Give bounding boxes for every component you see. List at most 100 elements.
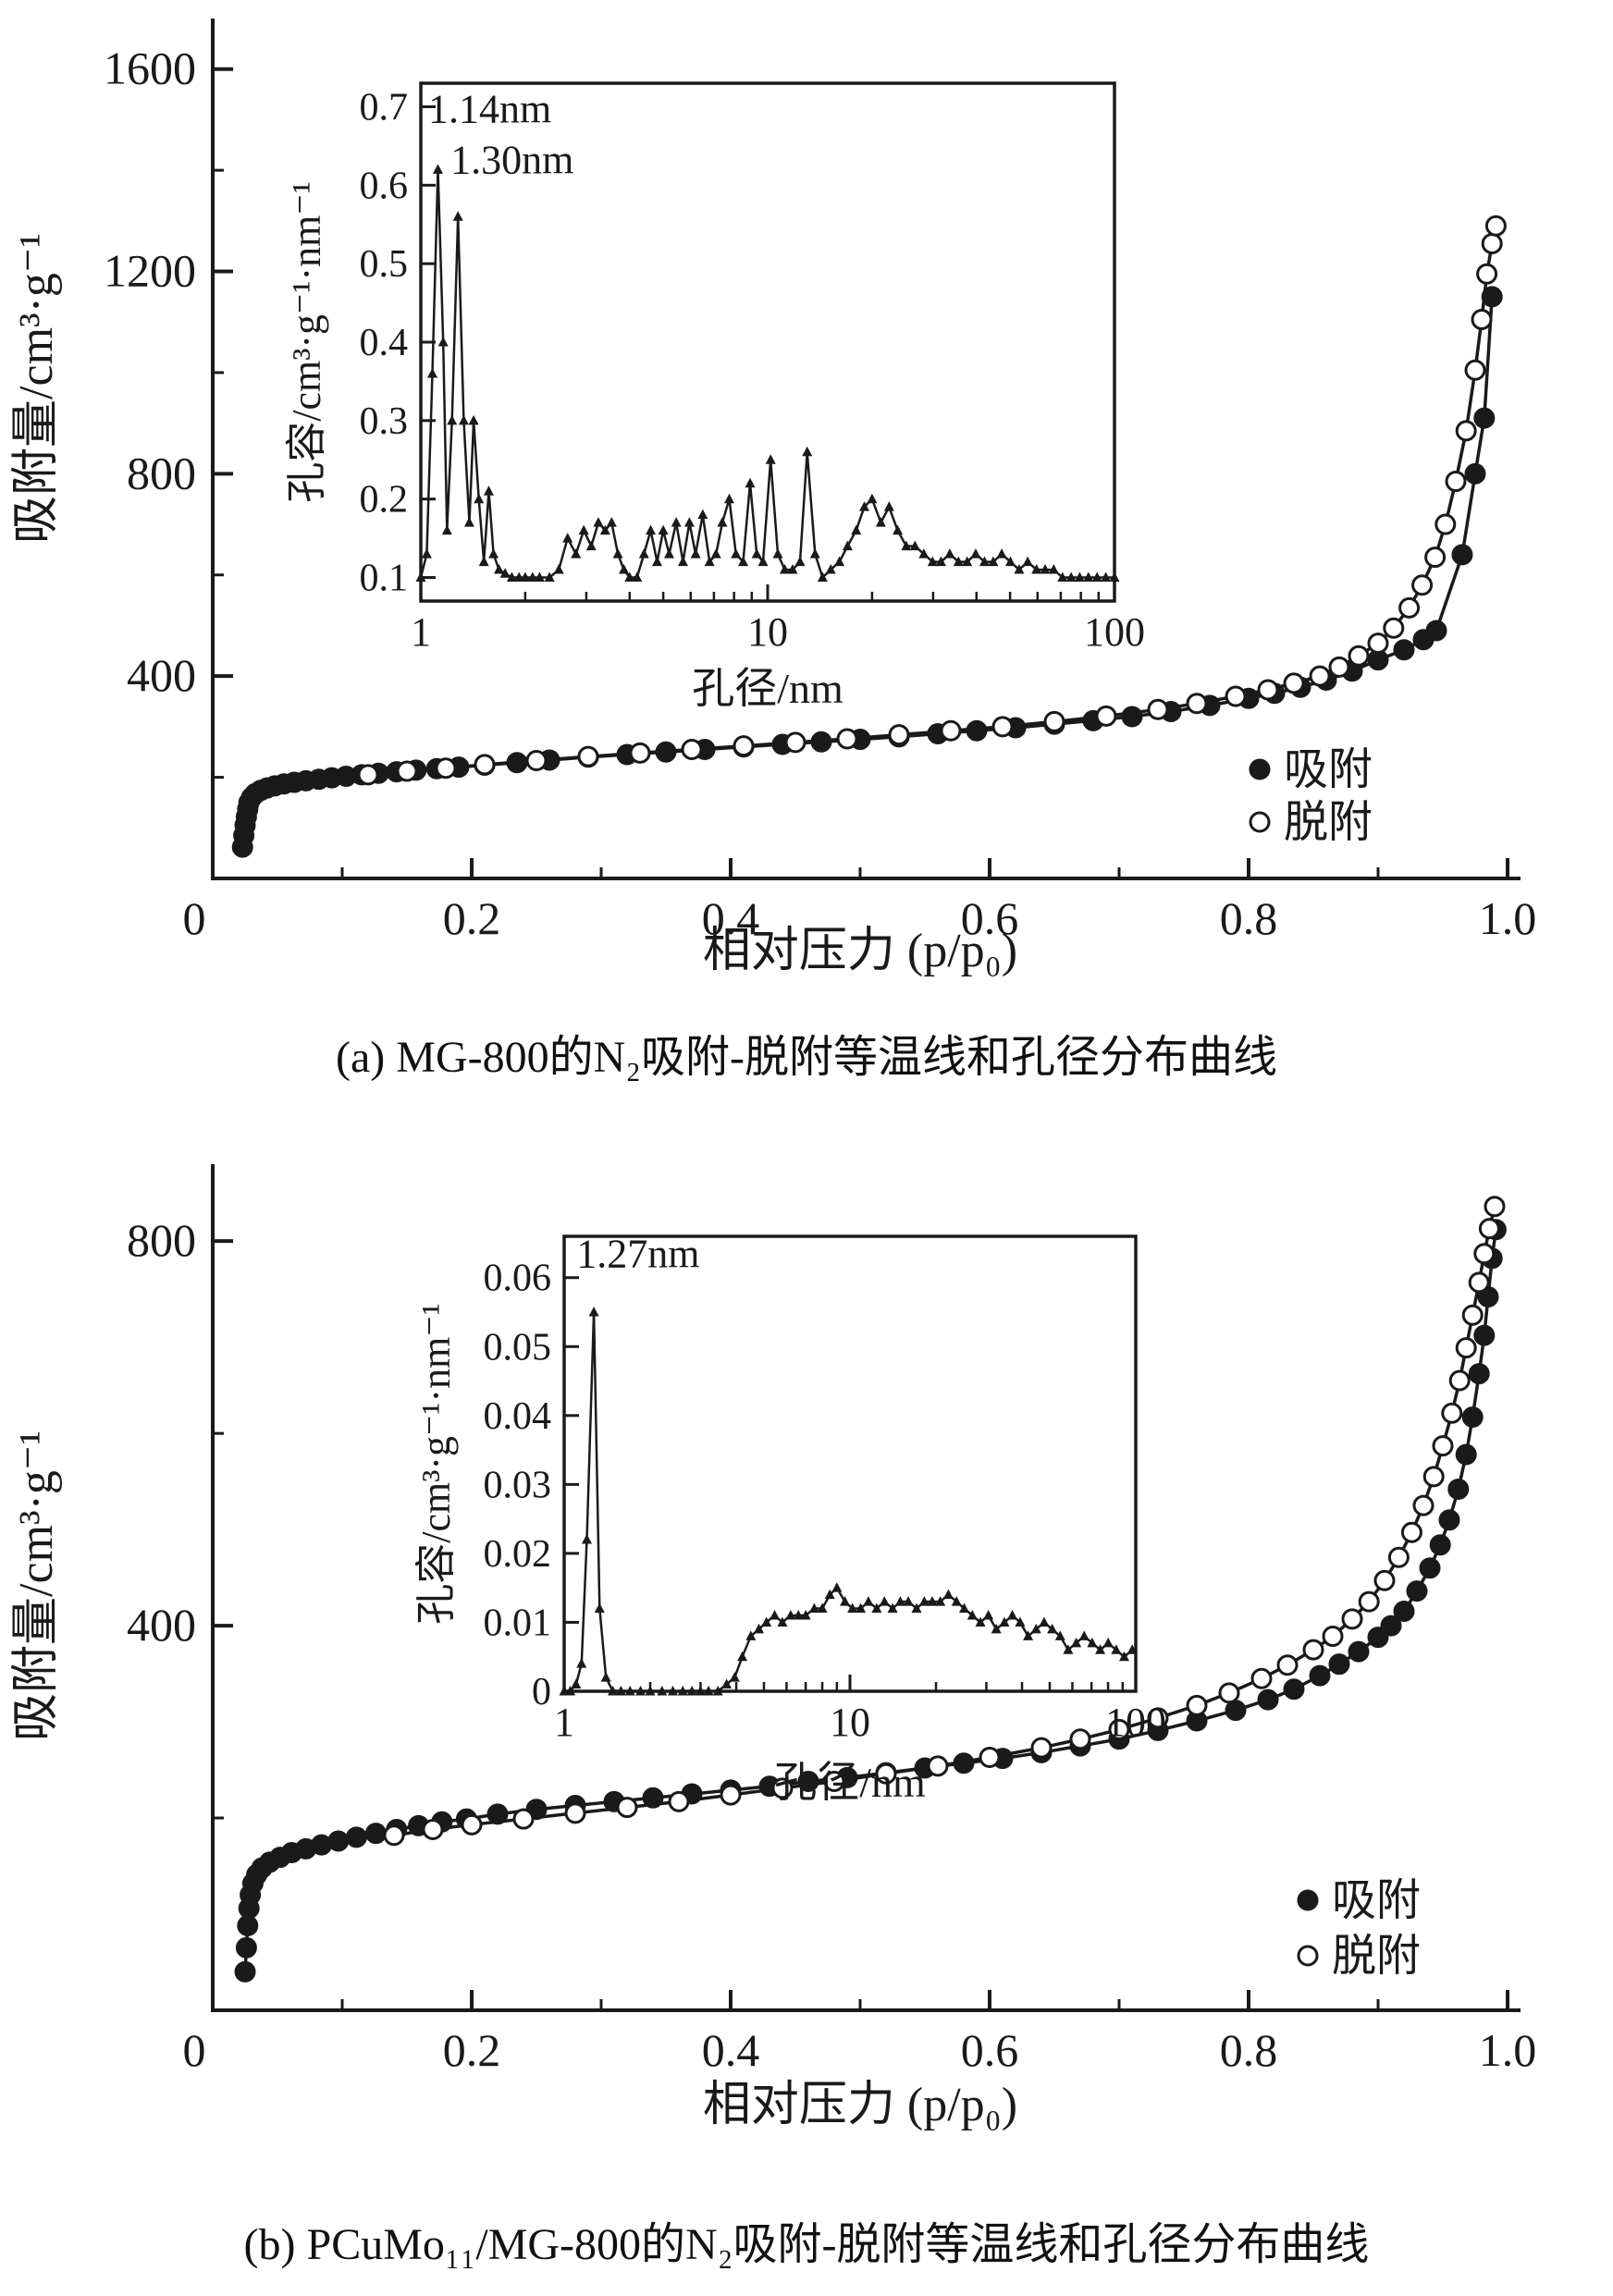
inset-triangle-marker [800, 1610, 811, 1620]
desorption-marker [629, 742, 651, 764]
desorption-marker [1473, 1243, 1496, 1265]
desorption-marker [1367, 632, 1389, 655]
inset-triangle-marker [1007, 1610, 1018, 1620]
adsorption-marker [237, 1915, 259, 1936]
inset-triangle-marker [1102, 1637, 1114, 1648]
inset-triangle-marker [942, 1589, 954, 1600]
inset-triangle-marker [712, 1686, 723, 1696]
inset-triangle-marker [571, 548, 582, 559]
caption-a: (a) MG-800的N₂吸附-脱附等温线和孔径分布曲线 [336, 1033, 1277, 1082]
inset-y-axis-label: 孔容/cm³·g⁻¹·nm⁻¹ [413, 1303, 459, 1625]
desorption-marker [1424, 546, 1447, 569]
inset-triangle-marker [710, 548, 721, 559]
inset-triangle-marker [1022, 556, 1033, 567]
adsorption-marker [1283, 1678, 1305, 1701]
desorption-marker [1455, 1337, 1477, 1359]
inset-triangle-marker [544, 571, 555, 583]
inset-triangle-marker [723, 493, 734, 504]
inset-triangle-marker [1101, 571, 1112, 583]
inset-triangle-marker [999, 1616, 1010, 1627]
desorption-marker [1069, 1728, 1091, 1750]
inset-triangle-marker [619, 564, 630, 574]
desorption-marker [991, 716, 1014, 738]
adsorption-marker [1429, 1534, 1451, 1556]
legend-label-adsorption: 吸附 [1332, 1876, 1421, 1925]
desorption-marker [1383, 617, 1405, 639]
desorption-marker [875, 1762, 897, 1785]
desorption-marker [1218, 1682, 1240, 1704]
inset-y-tick-label: 0.4 [360, 322, 409, 364]
x-tick-label: 0.2 [443, 2024, 501, 2076]
desorption-marker [1283, 672, 1305, 694]
inset-triangle-marker [452, 211, 463, 221]
inset-y-tick-label: 0.01 [484, 1602, 552, 1644]
inset-x-tick-label: 10 [747, 609, 788, 655]
y-tick-label: 800 [127, 447, 196, 498]
adsorption-marker [327, 1830, 350, 1852]
inset-triangle-marker [787, 564, 798, 574]
inset-triangle-marker [918, 1596, 930, 1606]
inset-triangle-marker [468, 414, 479, 425]
inset-triangle-marker [745, 477, 756, 488]
x-axis-label: 相对压力 (p/p₀) [703, 925, 1017, 977]
inset-triangle-marker [664, 548, 675, 559]
inset-triangle-marker [842, 540, 853, 551]
inset-triangle-marker [437, 337, 449, 347]
inset-triangle-marker [1015, 1616, 1026, 1627]
y-tick-label: 1600 [104, 43, 196, 94]
legend-marker-desorption [1297, 1945, 1319, 1967]
inset-triangle-marker [571, 1678, 582, 1689]
y-tick-label: 400 [127, 1599, 196, 1651]
inset-triangle-marker [657, 1686, 668, 1696]
series-desorption [357, 215, 1507, 786]
inset-triangle-marker [651, 556, 662, 567]
inset-triangle-marker [593, 517, 604, 527]
inset-triangle-marker [717, 517, 728, 527]
inset-triangle-marker [770, 1610, 781, 1620]
inset-triangle-marker [721, 1678, 733, 1689]
desorption-marker [1476, 263, 1498, 285]
inset-triangle-marker [918, 548, 930, 559]
inset-triangle-marker [599, 524, 610, 535]
inset-triangle-marker [585, 540, 597, 551]
inset-y-tick-label: 0.5 [360, 243, 409, 286]
inset-triangle-marker [731, 548, 742, 559]
desorption-marker [1464, 359, 1486, 381]
adsorption-marker [345, 1826, 367, 1848]
inset-triangle-marker [447, 414, 458, 425]
inset-triangle-marker [729, 1672, 740, 1682]
peak-annotation: 1.14nm [428, 86, 551, 131]
adsorption-marker [364, 1823, 387, 1845]
inset-triangle-marker [825, 564, 836, 574]
y-tick-label: 1200 [104, 245, 196, 297]
inset-triangle-marker [578, 524, 589, 535]
inset-triangle-marker [761, 1616, 772, 1627]
panel-a: 0 0.2 0.4 0.6 0.8 1.0 400 800 1200 1600 吸附 脱附 相对压力 (… [0, 0, 1613, 1105]
adsorption-marker [1328, 1653, 1350, 1676]
x-tick-label: 0 [183, 2024, 206, 2076]
adsorption-marker [235, 1936, 257, 1958]
desorption-marker [1478, 1218, 1500, 1240]
inset-triangle-marker [415, 571, 426, 583]
inset-triangle-marker [703, 1686, 714, 1696]
inset-triangle-marker [671, 517, 682, 527]
desorption-marker [1043, 710, 1065, 732]
adsorption-marker [234, 1960, 256, 1983]
inset-triangle-marker [624, 571, 635, 583]
x-tick-label: 1.0 [1479, 2024, 1537, 2076]
inset-triangle-marker [686, 1686, 697, 1696]
inset-triangle-marker [527, 571, 538, 583]
inset-triangle-marker [677, 556, 688, 567]
desorption-marker [784, 731, 806, 754]
adsorption-marker [1473, 1324, 1496, 1346]
legend-label-adsorption: 吸附 [1284, 745, 1373, 794]
inset-triangle-marker [632, 571, 643, 583]
adsorption-marker [1257, 1688, 1279, 1711]
desorption-marker [1448, 1369, 1471, 1392]
inset-triangle-marker [667, 1686, 678, 1696]
inset-triangle-marker [1039, 1616, 1050, 1627]
inset-triangle-marker [944, 548, 955, 559]
inset-triangle-marker [441, 524, 452, 535]
inset-triangle-marker [1127, 1644, 1138, 1654]
